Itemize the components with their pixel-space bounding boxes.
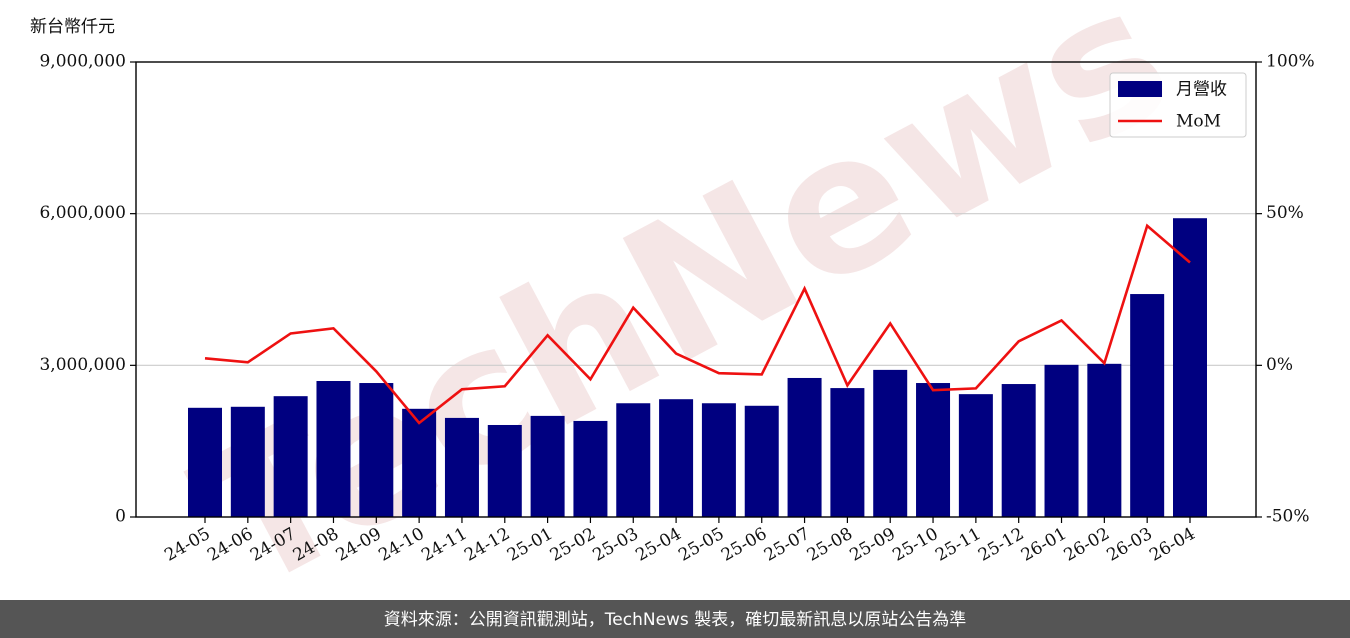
x-tick-label: 26-04 — [1146, 524, 1198, 566]
y-tick-label: 3,000,000 — [39, 355, 126, 375]
bar — [787, 377, 822, 517]
bar — [958, 394, 993, 517]
y-tick-label: 0 — [115, 507, 126, 527]
bar — [316, 381, 351, 517]
x-tick-label: 26-03 — [1103, 524, 1155, 566]
y2-tick-label: -50% — [1266, 507, 1310, 527]
line — [204, 223, 1191, 425]
bar — [1087, 363, 1122, 517]
x-tick-label: 25-04 — [632, 524, 684, 566]
x-tick-label: 25-12 — [975, 524, 1027, 566]
x-tick-label: 25-11 — [932, 524, 984, 566]
bar — [487, 424, 522, 517]
bar — [916, 383, 951, 517]
bar — [530, 415, 565, 517]
legend-label: 月營收 — [1176, 80, 1227, 100]
x-tick-label: 25-06 — [718, 524, 770, 566]
bar — [188, 407, 222, 517]
bar — [273, 396, 308, 517]
bar — [1173, 218, 1207, 517]
y2-tick-label: 100% — [1266, 52, 1315, 72]
legend-swatch — [1118, 81, 1162, 97]
x-tick-label: 25-09 — [847, 524, 899, 566]
bar — [1044, 364, 1079, 517]
bar — [616, 403, 651, 517]
y2-tick-label: 50% — [1266, 203, 1304, 223]
bar — [402, 408, 437, 517]
y-tick-label: 9,000,000 — [39, 52, 126, 72]
bar — [359, 383, 394, 517]
bar — [573, 420, 608, 517]
x-tick-label: 26-01 — [1018, 524, 1070, 566]
bar — [659, 399, 694, 517]
legend-label: MoM — [1176, 112, 1221, 132]
bar — [830, 388, 865, 517]
y-tick-label: 6,000,000 — [39, 203, 126, 223]
x-tick-label: 24-05 — [161, 524, 213, 566]
x-tick-label: 25-08 — [804, 524, 856, 566]
x-tick-label: 24-12 — [461, 524, 513, 566]
footer-bar — [0, 600, 1350, 638]
y2-tick-label: 0% — [1266, 355, 1293, 375]
footer: 資料來源：公開資訊觀測站，TechNews 製表，確切最新訊息以原站公告為準 — [384, 610, 966, 630]
y-axis-label: 新台幣仟元 — [30, 17, 115, 37]
bar — [1130, 294, 1165, 517]
x-tick-label: 25-07 — [761, 524, 813, 566]
bar — [444, 417, 479, 517]
x-tick-label: 25-02 — [547, 524, 599, 566]
x-tick-label: 25-01 — [504, 524, 556, 566]
x-tick-label: 25-10 — [889, 524, 941, 566]
bar — [744, 405, 779, 517]
bar — [701, 403, 736, 517]
x-tick-label: 25-03 — [590, 524, 642, 566]
bar — [873, 369, 908, 517]
bar — [1001, 384, 1036, 517]
plot-frame — [135, 61, 1257, 518]
bar — [230, 406, 265, 517]
x-tick-label: 26-02 — [1061, 524, 1113, 566]
x-tick-label: 25-05 — [675, 524, 727, 566]
